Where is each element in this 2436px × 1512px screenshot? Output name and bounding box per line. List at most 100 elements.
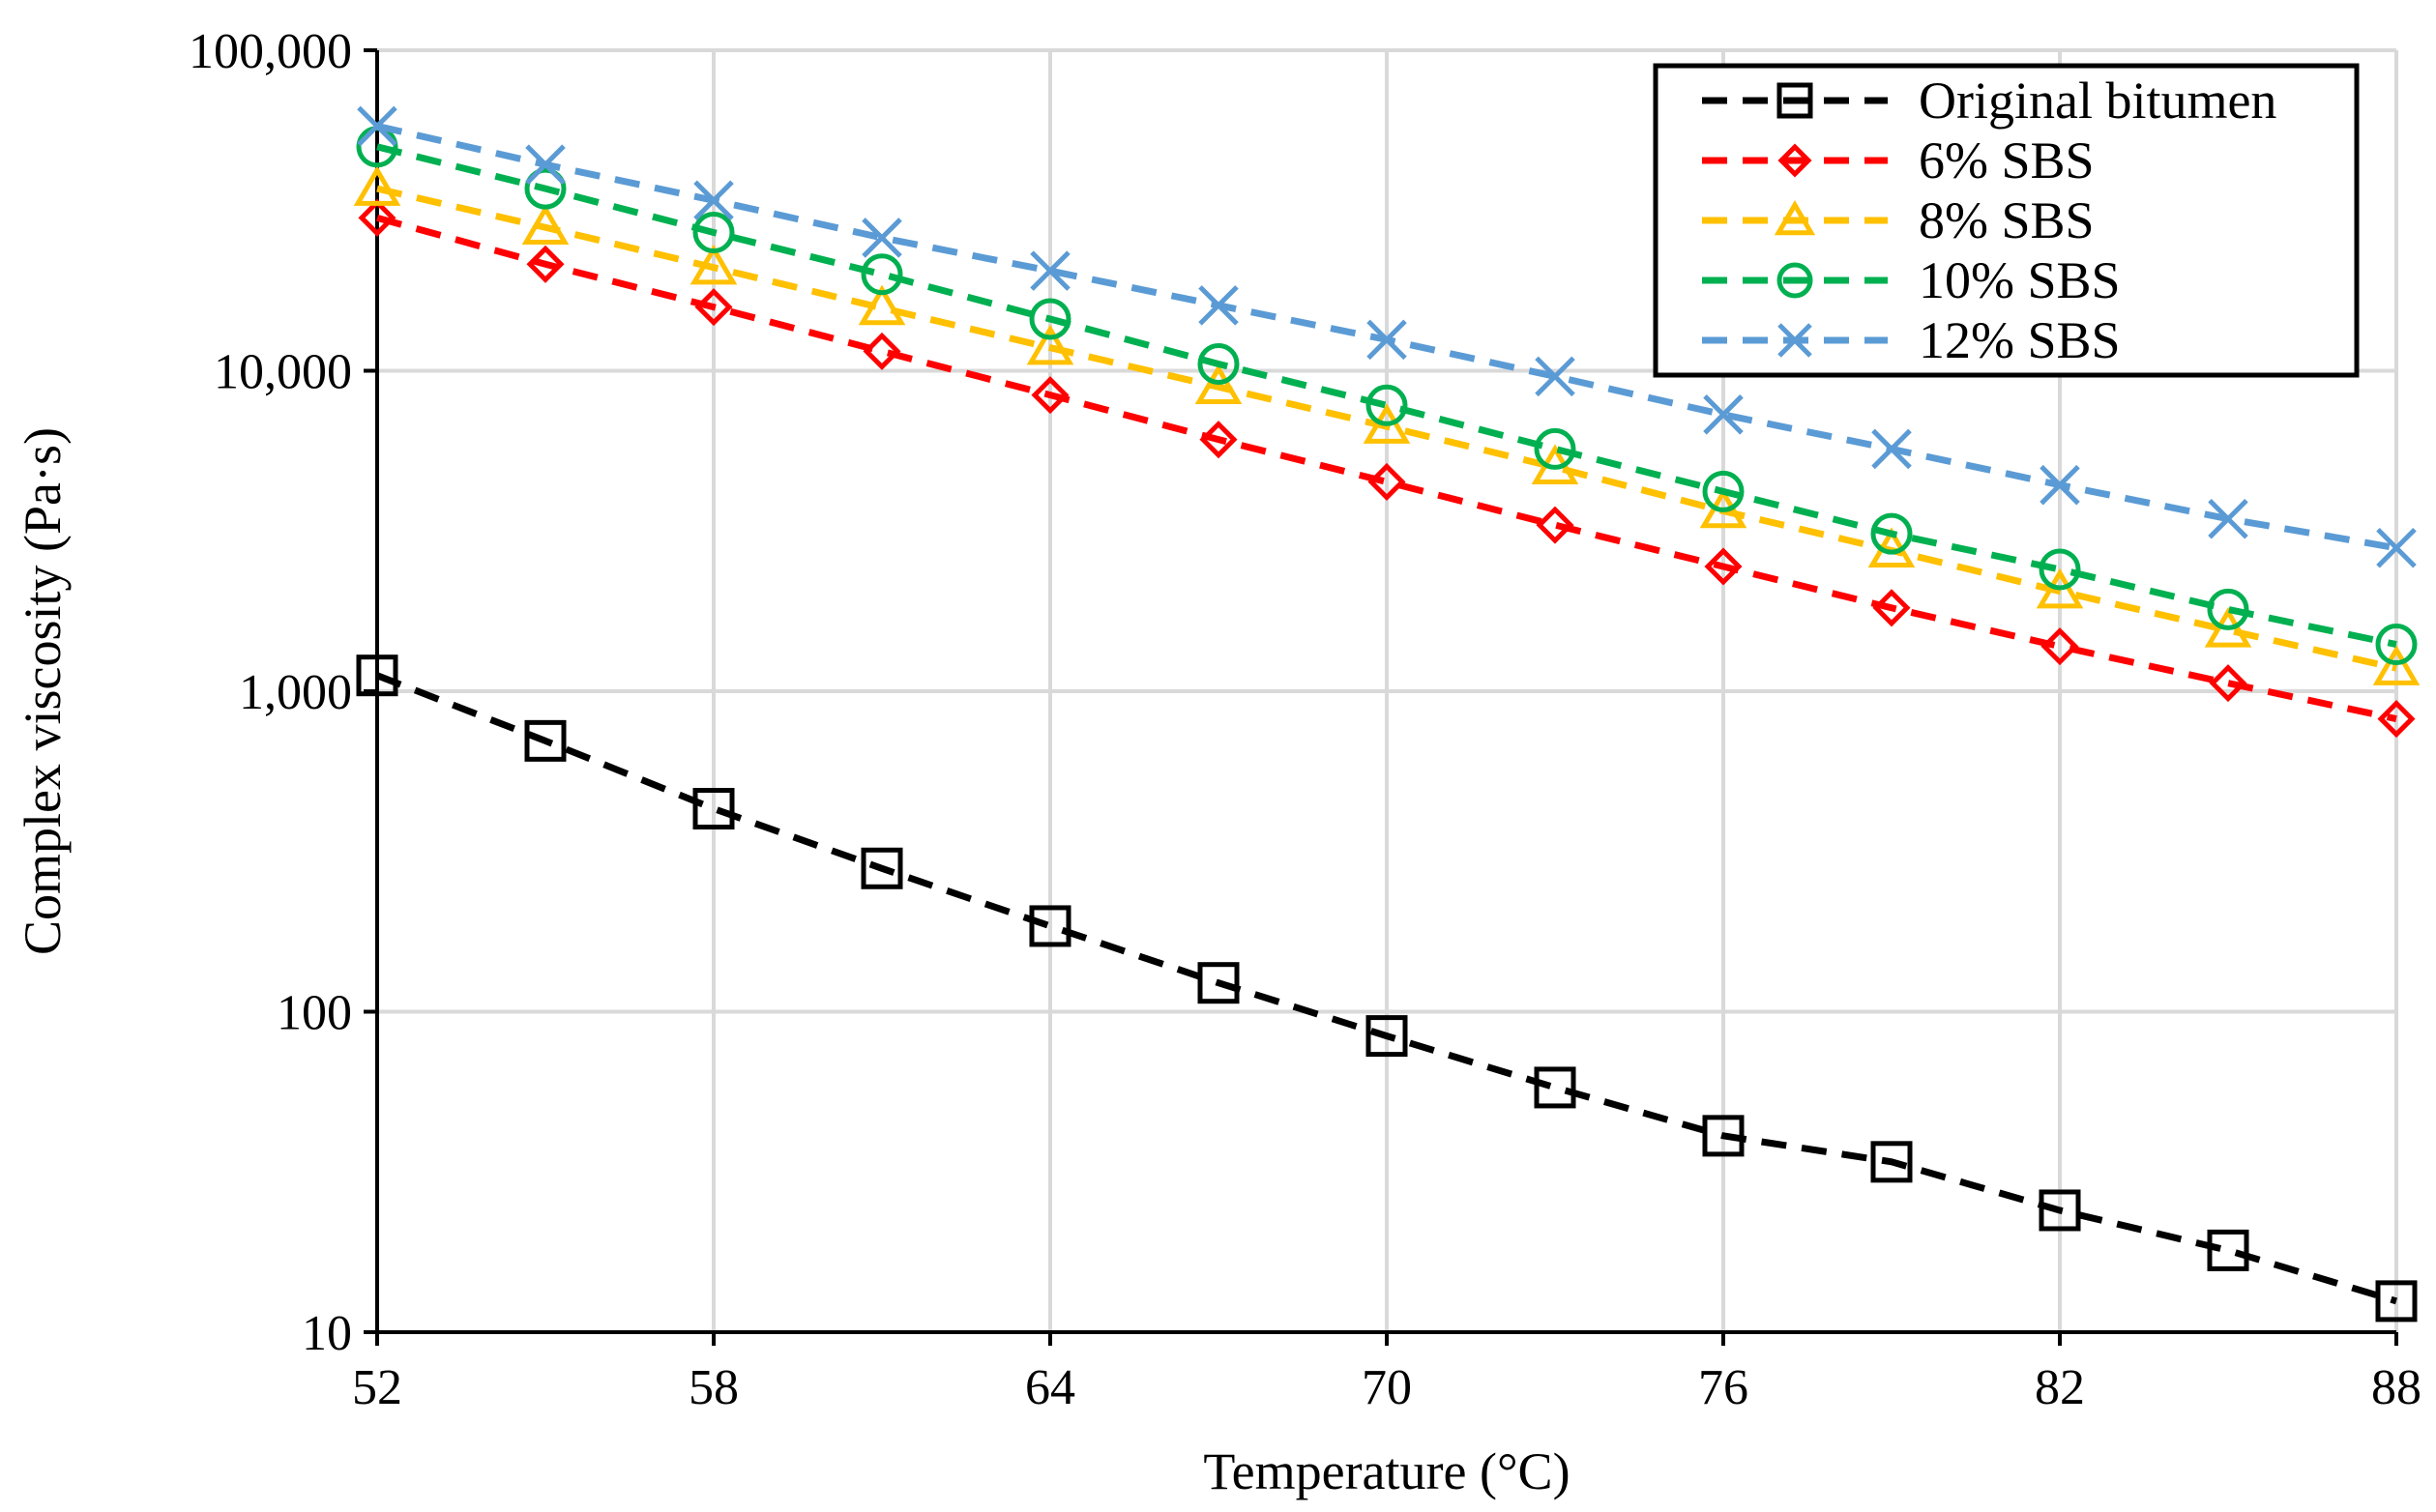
data-point xyxy=(1871,428,1912,470)
data-point xyxy=(2372,645,2421,685)
legend-marker xyxy=(1777,143,1812,178)
data-point xyxy=(861,847,903,889)
x-tick-label: 70 xyxy=(1362,1360,1412,1415)
legend-entry: 10% SBS xyxy=(1702,251,2121,309)
series-12-sbs xyxy=(357,105,2417,568)
data-point xyxy=(692,212,735,254)
data-point xyxy=(2207,1229,2249,1271)
data-point xyxy=(862,218,902,258)
data-point xyxy=(524,167,567,210)
y-axis-title: Complex viscosity (Pa·s) xyxy=(14,427,72,955)
y-tick-label: 1,000 xyxy=(239,665,352,720)
data-point xyxy=(1365,384,1408,426)
legend-marker xyxy=(1776,82,1813,119)
legend-label: 8% SBS xyxy=(1919,191,2095,249)
legend-entry: 12% SBS xyxy=(1702,311,2121,369)
legend-entry: 8% SBS xyxy=(1702,191,2095,249)
data-point xyxy=(2376,527,2417,568)
data-point xyxy=(1536,506,1574,544)
data-point xyxy=(2040,464,2080,506)
y-tick-label: 10 xyxy=(302,1306,352,1361)
data-point xyxy=(353,165,401,206)
series-group xyxy=(353,105,2421,1323)
data-point xyxy=(1703,394,1744,435)
data-point xyxy=(1194,363,1243,404)
data-point xyxy=(1199,421,1238,459)
data-point xyxy=(1198,285,1239,326)
legend-entry: 6% SBS xyxy=(1702,131,2095,189)
data-point xyxy=(2204,606,2252,648)
data-point xyxy=(2209,664,2247,703)
data-point xyxy=(1026,324,1074,365)
data-point xyxy=(1029,905,1071,947)
data-point xyxy=(1197,342,1240,385)
data-point xyxy=(1363,403,1411,444)
data-point xyxy=(1367,462,1406,501)
x-tick-label: 82 xyxy=(2035,1360,2085,1415)
data-point xyxy=(2377,700,2416,739)
data-point xyxy=(2039,1189,2081,1232)
y-tick-label: 100,000 xyxy=(189,24,352,79)
data-point xyxy=(2207,588,2249,630)
data-point xyxy=(1704,547,1743,586)
data-point xyxy=(1702,470,1745,512)
data-point xyxy=(693,180,734,221)
data-point xyxy=(1031,376,1070,415)
x-tick-labels: 52 58 64 70 76 82 88 xyxy=(352,1360,2421,1415)
y-tick-label: 10,000 xyxy=(214,345,352,400)
data-point xyxy=(521,204,570,245)
series-line xyxy=(375,672,2398,1305)
legend-box xyxy=(1653,63,2360,378)
data-point xyxy=(1029,298,1071,340)
data-point xyxy=(2375,624,2418,666)
legend-label: Original bitumen xyxy=(1919,72,2276,130)
data-point xyxy=(2036,567,2084,609)
series-6-sbs xyxy=(358,198,2416,739)
data-point xyxy=(525,144,566,185)
data-point xyxy=(358,198,396,237)
data-point xyxy=(2039,548,2081,591)
data-point xyxy=(692,788,735,830)
series-10-sbs xyxy=(356,126,2418,666)
data-point xyxy=(524,719,567,762)
data-point xyxy=(1534,1066,1576,1109)
data-point xyxy=(694,288,733,327)
series-line xyxy=(376,185,2397,672)
x-axis-title: Temperature (°C) xyxy=(1203,1442,1570,1500)
data-point xyxy=(1534,427,1576,470)
data-point xyxy=(1870,1141,1913,1183)
legend-marker xyxy=(1776,262,1813,299)
x-tick-label: 88 xyxy=(2371,1360,2421,1415)
data-point xyxy=(1365,1015,1408,1058)
data-point xyxy=(1702,1115,1745,1157)
legend-label: 10% SBS xyxy=(1919,251,2121,309)
legend-marker xyxy=(1774,200,1816,236)
data-point xyxy=(2208,498,2248,539)
x-tick-label: 76 xyxy=(1698,1360,1748,1415)
data-point xyxy=(1872,589,1911,627)
data-point xyxy=(2375,1280,2418,1323)
legend-label: 6% SBS xyxy=(1919,131,2095,189)
data-point xyxy=(1030,250,1071,291)
series-line xyxy=(376,143,2397,648)
data-point xyxy=(1870,512,1913,555)
legend-marker xyxy=(1777,323,1812,358)
x-tick-label: 58 xyxy=(689,1360,739,1415)
data-point xyxy=(1197,962,1240,1004)
data-point xyxy=(690,244,738,285)
data-point xyxy=(526,245,565,283)
data-point xyxy=(2040,627,2079,666)
y-tick-labels: 10 100 1,000 10,000 100,000 xyxy=(189,24,352,1361)
data-point xyxy=(356,654,398,697)
data-point xyxy=(1366,319,1407,361)
data-point xyxy=(861,253,903,296)
y-tick-label: 100 xyxy=(277,986,352,1041)
data-point xyxy=(863,332,901,370)
axes xyxy=(364,48,2398,1346)
legend-label: 12% SBS xyxy=(1919,311,2121,369)
series-line xyxy=(376,214,2397,722)
legend-entry: Original bitumen xyxy=(1702,72,2276,130)
data-point xyxy=(357,105,397,147)
